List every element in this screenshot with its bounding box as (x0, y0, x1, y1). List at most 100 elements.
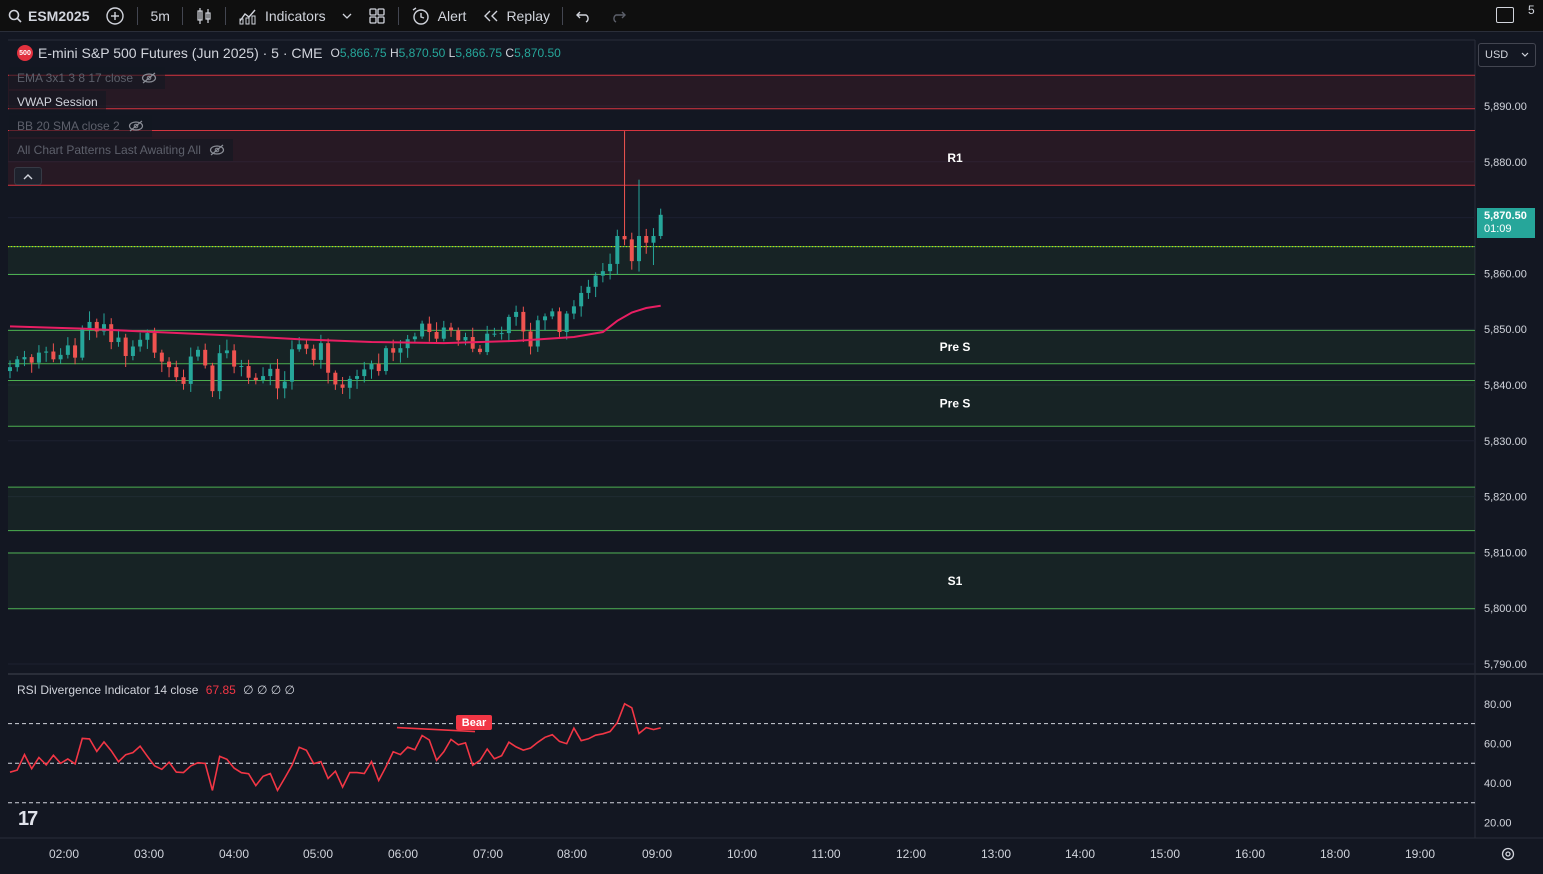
time-axis-label: 19:00 (1405, 847, 1435, 861)
candle-body (326, 343, 331, 373)
candle-body (412, 336, 417, 340)
bar-countdown: 01:09 (1484, 223, 1512, 235)
indicators-dropdown[interactable] (334, 0, 360, 32)
candle-body (275, 368, 280, 389)
undo-button[interactable] (567, 0, 601, 32)
candle-body (253, 377, 258, 380)
tradingview-logo[interactable]: 17 (18, 808, 38, 830)
candle-body (362, 369, 367, 377)
replay-label: Replay (506, 7, 551, 24)
candle-body (29, 357, 34, 363)
candle-body (101, 324, 106, 332)
candle-body (456, 330, 461, 341)
price-scale-label: 5,840.00 (1484, 380, 1527, 392)
candle-body (340, 384, 345, 388)
eye-hidden-icon[interactable] (141, 72, 157, 84)
high-value: 5,870.50 (398, 46, 446, 60)
time-axis-label: 15:00 (1150, 847, 1180, 861)
candle-body (333, 372, 338, 385)
indicators-button[interactable]: Indicators (230, 0, 334, 32)
indicator-bb-legend[interactable]: BB 20 SMA close 2 (9, 115, 152, 137)
chevron-down-icon (342, 13, 352, 19)
candle-body (123, 337, 128, 356)
time-axis-label: 04:00 (219, 847, 249, 861)
corner-text: 5 (1528, 3, 1535, 17)
candle-body (15, 359, 20, 368)
rsi-legend[interactable]: RSI Divergence Indicator 14 close 67.85 … (17, 683, 295, 697)
support-resistance-zones: R1 Pre S Pre S S1 (8, 74, 1475, 610)
candle-body (195, 349, 200, 357)
interval-button[interactable]: 5m (150, 7, 170, 24)
fullscreen-icon[interactable] (1496, 7, 1514, 23)
candle-body (600, 271, 605, 276)
candle-body (282, 381, 287, 389)
candle-body (434, 331, 439, 339)
bear-divergence-line (396, 726, 476, 733)
candle-body (441, 327, 446, 339)
candle-body (268, 368, 273, 377)
time-axis-label: 10:00 (727, 847, 757, 861)
candle-body (297, 344, 302, 350)
indicator-label: All Chart Patterns Last Awaiting All (17, 143, 201, 157)
candle-body (658, 214, 663, 237)
zone-box (8, 130, 1475, 186)
price-scale-label: 5,850.00 (1484, 324, 1527, 336)
candle-body (130, 346, 135, 356)
indicator-ema-legend[interactable]: EMA 3x1 3 8 17 close (9, 67, 166, 89)
zone-label: Pre S (940, 396, 971, 410)
candle-body (557, 311, 562, 332)
eye-hidden-icon[interactable] (209, 144, 225, 156)
indicator-label: EMA 3x1 3 8 17 close (17, 71, 134, 85)
candle-body (304, 344, 309, 349)
eye-hidden-icon[interactable] (128, 120, 144, 132)
candle-body (116, 337, 121, 343)
candle-body (217, 353, 222, 392)
candle-body (152, 333, 157, 353)
rsi-label: RSI Divergence Indicator 14 close (17, 683, 199, 697)
candle-body (514, 311, 519, 317)
layouts-button[interactable] (360, 0, 394, 32)
zone-box (8, 487, 1475, 531)
candle-body (36, 352, 41, 363)
redo-icon (613, 11, 627, 23)
candle-body (188, 356, 193, 384)
candle-body (94, 321, 99, 332)
indicator-vwap-legend[interactable]: VWAP Session (9, 91, 106, 113)
candle-body (376, 363, 381, 372)
alert-button[interactable]: Alert (403, 0, 475, 32)
candle-body (174, 367, 179, 378)
candle-body (318, 343, 323, 360)
gear-icon[interactable] (1500, 846, 1516, 862)
candle-body (521, 311, 526, 332)
candle-body (44, 351, 49, 353)
rsi-pane: Bear (8, 702, 1475, 804)
candle-body (543, 316, 548, 321)
time-axis-label: 02:00 (49, 847, 79, 861)
rsi-value: 67.85 (205, 683, 236, 697)
vwap-series (9, 304, 661, 345)
currency-select[interactable]: USD (1478, 43, 1536, 67)
symbol-search-button[interactable]: ESM2025 (0, 0, 97, 32)
compare-symbol-button[interactable] (97, 0, 133, 32)
replay-button[interactable]: Replay (474, 0, 558, 32)
indicator-label: VWAP Session (17, 95, 98, 109)
redo-button[interactable] (601, 0, 635, 32)
candle-body (463, 337, 468, 341)
last-price: 5,870.50 (1484, 210, 1527, 222)
candle-body (239, 366, 244, 368)
chart-type-button[interactable] (187, 0, 221, 32)
time-axis-label: 18:00 (1320, 847, 1350, 861)
candle-body (109, 324, 114, 343)
indicator-patterns-legend[interactable]: All Chart Patterns Last Awaiting All (9, 139, 233, 161)
candle-body (87, 321, 92, 330)
time-axis-label: 13:00 (981, 847, 1011, 861)
bear-label-box (456, 715, 492, 730)
last-price-tag: 5,870.50 01:09 (1477, 208, 1535, 238)
candle-body (485, 333, 490, 353)
collapse-legend-button[interactable] (14, 167, 42, 185)
price-scale-label: 5,860.00 (1484, 268, 1527, 280)
chevron-down-icon (1521, 52, 1529, 57)
candle-body (311, 348, 316, 360)
candle-body (622, 236, 627, 240)
